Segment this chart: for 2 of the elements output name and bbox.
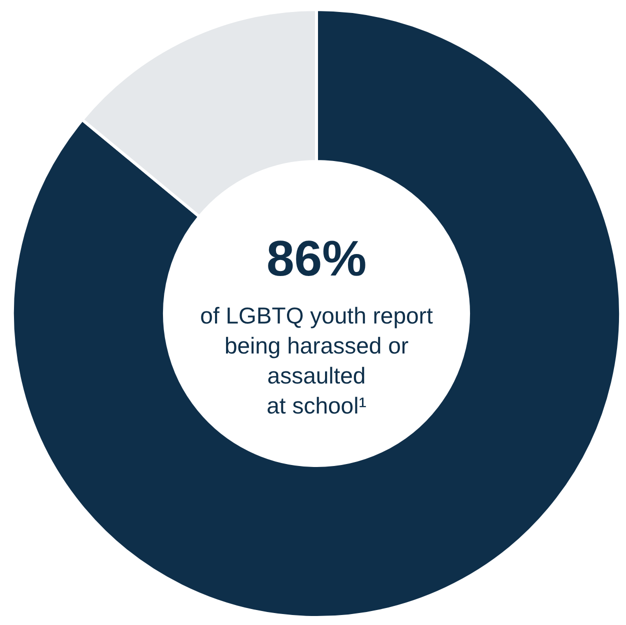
text: of LGBTQ youth report being harassed or assaulted at school¹ xyxy=(200,302,434,418)
text: 86% xyxy=(266,230,367,286)
